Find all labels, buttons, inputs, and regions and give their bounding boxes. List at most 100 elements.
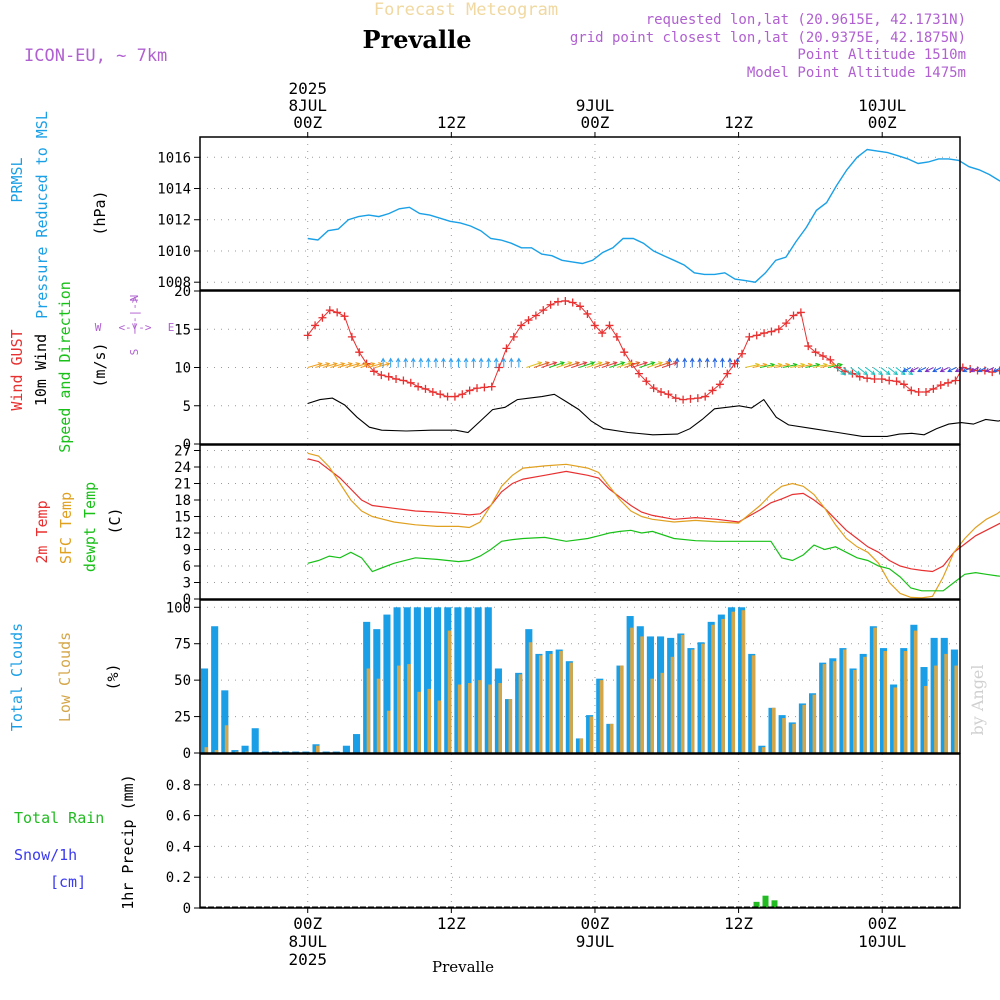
- gridpoint-coords: grid point closest lon,lat (20.9375E, 42…: [570, 30, 966, 46]
- gust-point: [789, 311, 798, 320]
- gust-point: [885, 376, 894, 385]
- time-labels: 20258JUL00Z12Z9JUL00Z12Z10JUL00Z12Z00Z8J…: [288, 79, 906, 969]
- wind-frame: [199, 290, 961, 445]
- wind-arrow: [410, 357, 416, 368]
- wind-arrow: [345, 362, 361, 368]
- gust-point: [392, 374, 401, 383]
- wind-arrow: [418, 357, 424, 368]
- temperature-ytick-label: 6: [183, 559, 191, 575]
- total-rain-label: Total Rain: [14, 809, 104, 827]
- temperature-ytick-label: 3: [183, 576, 191, 592]
- total-cloud-bar: [697, 642, 705, 753]
- gust-point: [598, 329, 607, 338]
- wind-arrow: [541, 361, 558, 368]
- wind-arrow: [727, 357, 733, 368]
- wind-arrow: [835, 367, 846, 376]
- total-cloud-bar: [626, 616, 634, 753]
- low-cloud-bar: [528, 642, 533, 753]
- clouds-ytick-label: 100: [166, 600, 191, 616]
- gust-point: [546, 300, 555, 309]
- precip-ytick-label: 0.4: [166, 839, 191, 855]
- low-cloud-bar: [832, 661, 837, 753]
- low-cloud-bar: [224, 725, 229, 753]
- low-cloud-bar: [549, 653, 553, 753]
- gust-point: [708, 386, 717, 395]
- wind-arrow: [330, 362, 346, 368]
- low-cloud-bar: [792, 723, 796, 753]
- low-cloud-bar: [913, 630, 918, 753]
- low-cloud-bar: [376, 678, 381, 753]
- gust-point: [465, 386, 474, 395]
- wind-arrow: [448, 357, 454, 368]
- total-cloud-bar: [738, 607, 746, 753]
- low-cloud-bar: [579, 738, 584, 753]
- gust-point: [509, 332, 518, 341]
- gust-point: [583, 309, 592, 318]
- wind-arrow: [526, 361, 543, 368]
- total-cloud-bar: [890, 684, 898, 753]
- wind10m-line: [307, 393, 1000, 437]
- pressure-ytick-label: 1010: [157, 244, 191, 260]
- compass-e: E: [168, 321, 175, 334]
- gust-point: [355, 348, 364, 357]
- gust-point: [782, 319, 791, 328]
- pressure-ytick-label: 1012: [157, 213, 191, 229]
- gust-point: [833, 363, 842, 372]
- temperature-ytick-label: 24: [174, 460, 191, 476]
- total-cloud-bar: [231, 750, 239, 753]
- wind-arrow: [977, 367, 987, 373]
- gust-point: [774, 325, 783, 334]
- low-cloud-bar: [488, 684, 492, 753]
- pressure-ytick-label: 1014: [157, 182, 191, 198]
- precip-frame: [199, 753, 961, 909]
- gust-point: [377, 371, 386, 380]
- wind-arrow: [516, 357, 522, 368]
- gust-point: [863, 374, 872, 383]
- wind-arrow: [307, 362, 323, 368]
- wind-ytick-label: 5: [183, 399, 191, 415]
- compass-n: N: [128, 295, 141, 302]
- gust-point: [922, 387, 931, 396]
- wind-arrow: [571, 361, 588, 368]
- total-cloud-bar: [423, 607, 432, 753]
- subtitle: Forecast Meteogram: [374, 0, 558, 20]
- gust-point: [936, 381, 945, 390]
- wind-arrow: [478, 357, 484, 368]
- wind-arrow: [624, 361, 641, 368]
- temperature-ytick-label: 12: [174, 526, 191, 542]
- temperature-ytick-label: 21: [174, 477, 191, 493]
- wind-arrow: [563, 361, 581, 368]
- low-cloud-bar: [609, 723, 614, 753]
- low-cloud-bar: [701, 643, 705, 753]
- wind-arrow: [932, 367, 942, 373]
- total-cloud-bar: [413, 607, 421, 753]
- gust-point: [480, 383, 489, 392]
- wind-arrow: [586, 361, 603, 368]
- gust-point: [333, 308, 342, 317]
- compass-arrows-h: <-|->: [118, 321, 151, 334]
- gust-point: [384, 372, 393, 381]
- low-cloud-bar: [650, 678, 654, 753]
- station-title: Prevalle: [363, 25, 472, 54]
- low-cloud-bar: [741, 610, 746, 753]
- gust-point: [539, 306, 548, 315]
- gust-point: [524, 316, 533, 325]
- top-time-label: 00Z: [868, 113, 897, 132]
- wind-arrow: [865, 367, 876, 376]
- low-cloud-bar: [498, 683, 502, 753]
- gust-point: [737, 349, 746, 358]
- gust-point: [767, 327, 776, 336]
- gust-point: [406, 378, 415, 387]
- speed-direction-label: Speed and Direction: [56, 281, 74, 453]
- point-altitude: Point Altitude 1510m: [797, 47, 966, 63]
- bottom-time-label: 10JUL: [858, 932, 906, 951]
- total-cloud-bar: [221, 690, 229, 753]
- gust-point: [679, 395, 688, 404]
- wind-arrow: [947, 367, 957, 373]
- compass-w: W: [95, 321, 102, 334]
- gust-point: [760, 329, 769, 338]
- gust-point: [568, 298, 577, 307]
- low-cloud-bar: [468, 683, 472, 753]
- wind-arrow: [579, 361, 596, 368]
